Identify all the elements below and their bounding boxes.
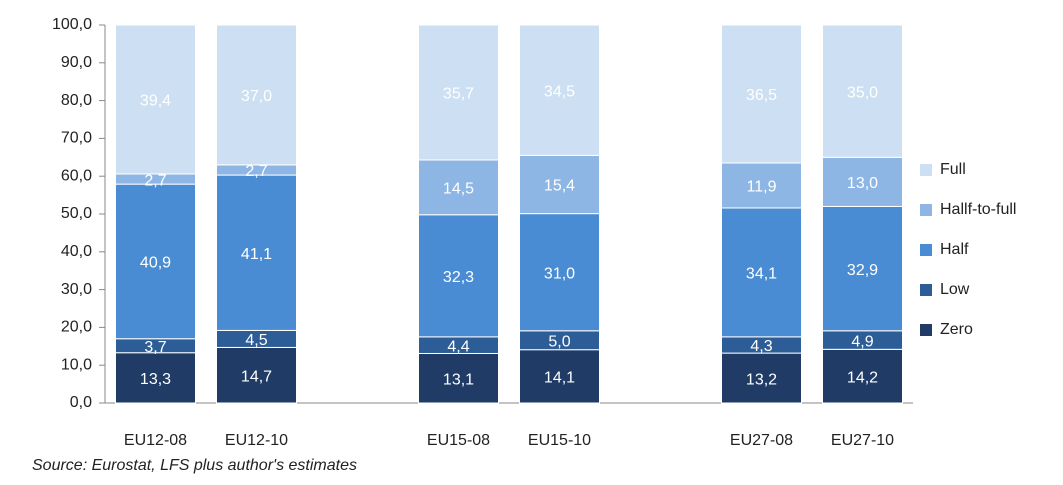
bar-segment <box>519 213 600 332</box>
legend-swatch <box>920 164 932 176</box>
bar-segment <box>115 183 196 340</box>
value-label: 11,9 <box>747 179 777 196</box>
x-tick-label: EU15-08 <box>427 432 490 449</box>
legend-swatch <box>920 284 932 296</box>
value-label: 13,0 <box>847 175 878 192</box>
y-tick-label: 70,0 <box>61 130 92 147</box>
bar-segment <box>519 24 600 156</box>
y-tick-label: 50,0 <box>61 205 92 222</box>
legend-label: Low <box>940 281 970 298</box>
x-tick-label: EU15-10 <box>528 432 591 449</box>
value-label: 15,4 <box>544 178 575 195</box>
value-label: 35,7 <box>443 86 474 103</box>
value-label: 2,7 <box>245 163 267 180</box>
bar-segment <box>721 352 802 404</box>
value-label: 34,1 <box>746 266 777 283</box>
value-label: 14,1 <box>544 370 575 387</box>
value-label: 39,4 <box>140 93 171 110</box>
bar-segment <box>418 159 499 216</box>
legend-label: Hallf-to-full <box>940 201 1016 218</box>
value-label: 35,0 <box>847 84 878 101</box>
bar-segment <box>418 24 499 161</box>
value-label: 13,2 <box>746 371 777 388</box>
legend-label: Half <box>940 241 969 258</box>
y-tick-label: 10,0 <box>61 356 92 373</box>
x-tick-label: EU12-10 <box>225 432 288 449</box>
x-tick-label: EU12-08 <box>124 432 187 449</box>
bar-segment <box>418 352 499 404</box>
value-label: 14,7 <box>241 368 272 385</box>
value-label: 4,4 <box>447 338 469 355</box>
value-label: 5,0 <box>548 333 570 350</box>
source-note: Source: Eurostat, LFS plus author's esti… <box>32 457 357 474</box>
bar-segment <box>216 174 297 331</box>
bar-segment <box>115 24 196 175</box>
x-tick-label: EU27-08 <box>730 432 793 449</box>
value-label: 3,7 <box>144 339 166 356</box>
bar-segment <box>418 214 499 338</box>
value-label: 4,9 <box>851 333 873 350</box>
value-label: 13,1 <box>443 371 474 388</box>
y-tick-label: 0,0 <box>70 394 92 411</box>
value-label: 31,0 <box>544 265 575 282</box>
value-label: 32,9 <box>847 262 878 279</box>
value-label: 2,7 <box>144 172 166 189</box>
value-label: 37,0 <box>241 88 272 105</box>
legend-swatch <box>920 204 932 216</box>
y-tick-label: 90,0 <box>61 54 92 71</box>
bar-segment <box>822 348 903 404</box>
x-tick-label: EU27-10 <box>831 432 894 449</box>
value-label: 13,3 <box>140 371 171 388</box>
bar-segment <box>822 156 903 207</box>
value-label: 4,5 <box>245 332 267 349</box>
value-label: 14,5 <box>443 181 474 198</box>
value-label: 40,9 <box>140 255 171 272</box>
value-label: 14,2 <box>847 369 878 386</box>
bar-segment <box>216 24 297 166</box>
y-tick-label: 80,0 <box>61 92 92 109</box>
bar-segment <box>216 346 297 404</box>
legend-label: Full <box>940 161 966 178</box>
legend-swatch <box>920 244 932 256</box>
value-label: 36,5 <box>746 87 777 104</box>
value-label: 41,1 <box>241 246 272 263</box>
legend-label: Zero <box>940 321 973 338</box>
value-label: 34,5 <box>544 83 575 100</box>
bar-segment <box>721 207 802 338</box>
y-tick-label: 40,0 <box>61 243 92 260</box>
value-label: 32,3 <box>443 269 474 286</box>
y-tick-label: 100,0 <box>52 16 92 33</box>
legend-swatch <box>920 324 932 336</box>
bar-segment <box>721 24 802 164</box>
bar-segment <box>822 205 903 332</box>
y-tick-label: 20,0 <box>61 319 92 336</box>
y-tick-label: 60,0 <box>61 167 92 184</box>
bar-segment <box>115 352 196 404</box>
bar-segment <box>822 24 903 158</box>
y-tick-label: 30,0 <box>61 281 92 298</box>
value-label: 4,3 <box>750 338 772 355</box>
